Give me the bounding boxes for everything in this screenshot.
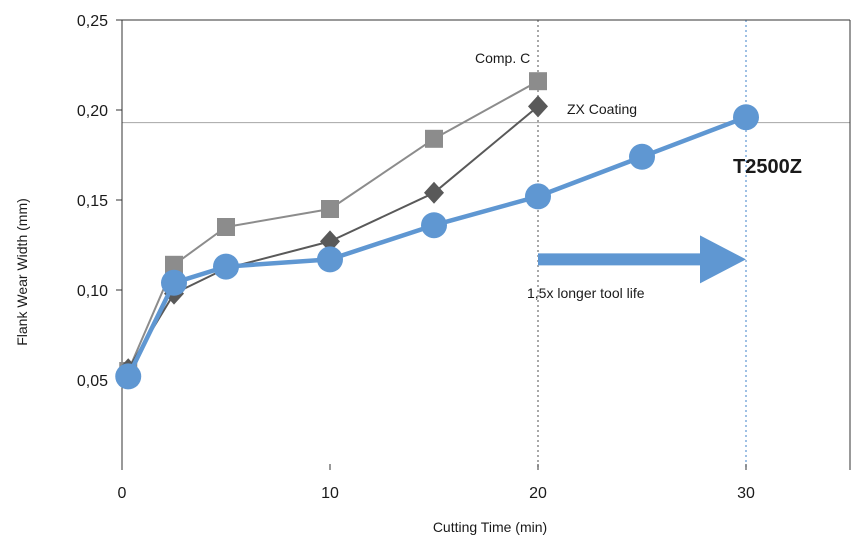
x-tick-label: 10 [321,485,339,502]
series-label-comp-c: Comp. C [475,50,530,66]
y-ticks: 0,05 0,10 0,15 0,20 0,25 [77,13,122,390]
data-point-circle [629,143,655,170]
x-tick-label: 30 [737,485,755,502]
series-line-0 [127,80,539,372]
data-point-circle [317,246,343,273]
x-tick-label: 20 [529,485,547,502]
tool-life-arrow [538,235,746,284]
data-point-square [217,218,235,236]
data-point-circle [525,183,551,210]
data-point-circle [421,212,447,239]
reference-lines [122,20,850,470]
data-point-square [321,200,339,218]
x-tick-label: 0 [118,485,127,502]
series-label-zx-coating: ZX Coating [567,101,637,117]
data-point-circle [115,363,142,390]
y-tick-label: 0,15 [77,193,108,210]
arrow-label: 1,5x longer tool life [527,285,645,301]
x-axis-title: Cutting Time (min) [433,519,547,535]
data-point-circle [733,104,759,131]
y-tick-label: 0,10 [77,283,108,300]
series-line-1 [127,105,539,370]
data-point-circle [213,253,239,280]
data-point-square [425,129,443,148]
data-point-diamond [424,181,444,204]
data-point-square [529,72,547,91]
series-label-t2500z: T2500Z [733,156,802,178]
data-point-diamond [320,230,340,253]
plot-frame [121,19,851,470]
y-tick-label: 0,20 [77,103,108,120]
x-ticks: 0 10 20 30 [118,464,755,502]
data-point-circle [161,269,187,296]
data-point-diamond [528,95,548,118]
data-point-square [165,255,183,274]
y-axis-title: Flank Wear Width (mm) [14,198,30,346]
series-layer [115,72,759,390]
y-tick-label: 0,25 [77,13,108,30]
annotation-layer [538,235,746,284]
y-tick-label: 0,05 [77,373,108,390]
